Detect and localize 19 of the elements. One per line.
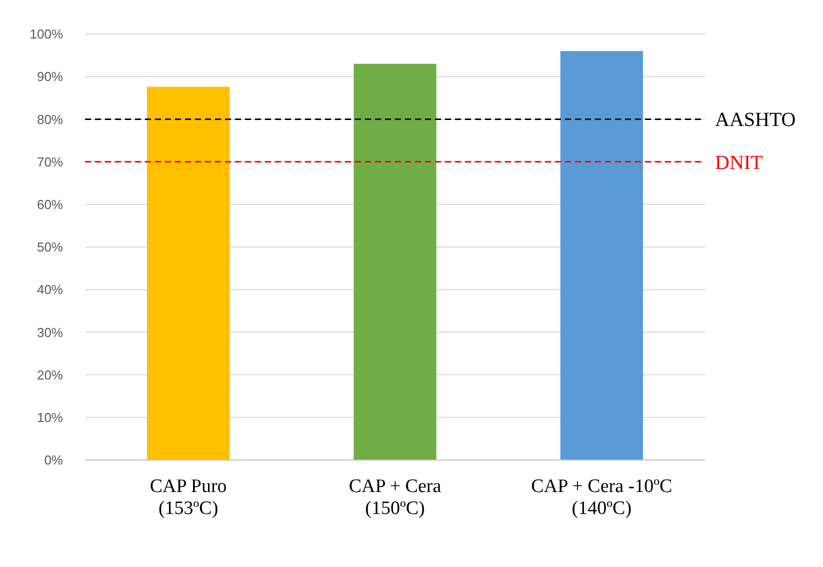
y-tick-label: 20%: [36, 367, 64, 382]
ref-line-label: DNIT: [715, 152, 763, 174]
x-tick-label: CAP + Cera (150ºC): [348, 476, 442, 519]
ref-line-label: AASHTO: [715, 109, 796, 132]
y-tick-label: 100%: [30, 26, 64, 42]
bar: [147, 86, 230, 460]
bar: [560, 51, 643, 460]
y-tick-label: 10%: [36, 410, 64, 425]
x-tick-label: CAP + Cera -10ºC (140ºC): [531, 476, 672, 519]
bar: [354, 64, 436, 460]
y-tick-label: 80%: [36, 112, 64, 127]
y-tick-label: 70%: [36, 154, 64, 170]
y-tick-label: 30%: [36, 324, 64, 340]
y-tick-label: 60%: [36, 196, 64, 212]
y-tick-label: 90%: [36, 69, 64, 84]
y-tick-label: 0%: [44, 452, 64, 468]
y-tick-label: 40%: [36, 282, 64, 298]
x-tick-label: CAP Puro (153ºC): [150, 476, 227, 519]
y-tick-label: 50%: [36, 240, 64, 255]
